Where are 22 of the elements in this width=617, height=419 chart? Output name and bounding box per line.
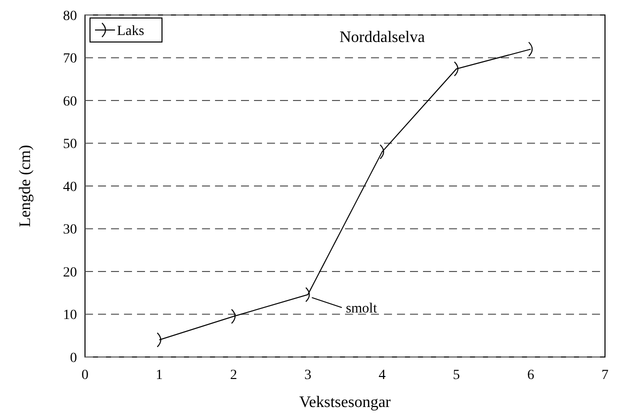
annotation: smolt bbox=[346, 302, 378, 317]
y-tick-label: 40 bbox=[63, 180, 77, 195]
y-tick-label: 30 bbox=[63, 222, 77, 238]
y-tick-label: 80 bbox=[63, 8, 77, 24]
x-tick-label: 1 bbox=[156, 368, 163, 383]
x-tick-label: 2 bbox=[230, 368, 238, 383]
y-tick-label: 70 bbox=[63, 52, 77, 67]
y-tick-label: 50 bbox=[63, 137, 77, 152]
x-tick-label: 7 bbox=[602, 368, 608, 383]
x-tick-label: 0 bbox=[82, 368, 88, 383]
y-axis-title: Lengde (cm) bbox=[17, 144, 34, 228]
x-tick-label: 6 bbox=[527, 368, 534, 383]
text: Norddalselva bbox=[339, 29, 425, 46]
x-axis-title: Vekstsesongar bbox=[299, 394, 392, 411]
y-tick-label: 10 bbox=[63, 308, 77, 324]
y-tick-label: 60 bbox=[63, 94, 77, 110]
y-tick-label: 20 bbox=[63, 265, 77, 280]
y-tick-label: 0 bbox=[70, 350, 77, 366]
x-tick-label: 3 bbox=[304, 368, 312, 383]
legend-label: Laks bbox=[117, 24, 144, 39]
x-tick-label: 5 bbox=[452, 368, 460, 383]
x-tick-label: 4 bbox=[378, 368, 386, 383]
